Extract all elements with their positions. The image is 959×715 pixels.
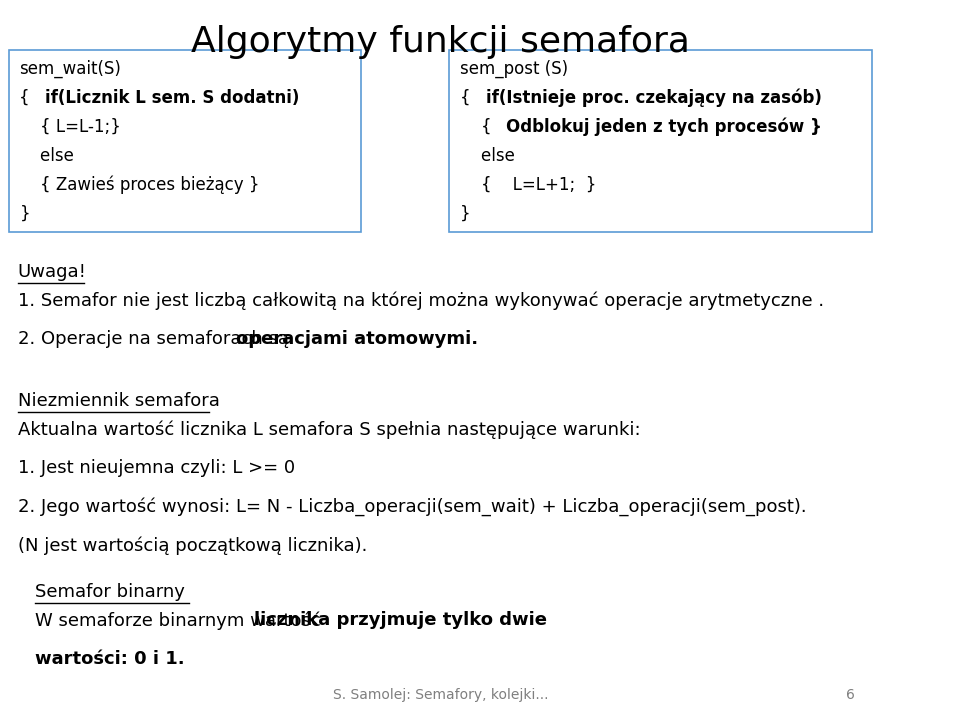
FancyBboxPatch shape <box>9 50 362 232</box>
Text: {: { <box>19 89 46 107</box>
Text: Semafor binarny: Semafor binarny <box>35 583 185 601</box>
Text: Niezmiennik semafora: Niezmiennik semafora <box>17 392 220 410</box>
Text: if(Istnieje proc. czekający na zasób): if(Istnieje proc. czekający na zasób) <box>486 89 822 107</box>
Text: operacjami atomowymi.: operacjami atomowymi. <box>236 330 479 348</box>
Text: Aktualna wartość licznika L semafora S spełnia następujące warunki:: Aktualna wartość licznika L semafora S s… <box>17 420 641 439</box>
Text: }: } <box>19 204 30 222</box>
Text: Uwaga!: Uwaga! <box>17 263 86 281</box>
Text: 1. Semafor nie jest liczbą całkowitą na której można wykonywać operacje arytmety: 1. Semafor nie jest liczbą całkowitą na … <box>17 292 824 310</box>
Text: 2. Operacje na semaforach są: 2. Operacje na semaforach są <box>17 330 294 348</box>
Text: W semaforze binarnym wartość: W semaforze binarnym wartość <box>35 611 327 630</box>
Text: 6: 6 <box>846 688 854 702</box>
Text: (N jest wartością początkową licznika).: (N jest wartością początkową licznika). <box>17 536 367 555</box>
Text: licznika przyjmuje tylko dwie: licznika przyjmuje tylko dwie <box>254 611 547 629</box>
Text: { L=L-1;}: { L=L-1;} <box>19 118 121 136</box>
Text: {    L=L+1;  }: { L=L+1; } <box>460 176 596 194</box>
Text: sem_post (S): sem_post (S) <box>460 60 568 78</box>
Text: 1. Jest nieujemna czyli: L >= 0: 1. Jest nieujemna czyli: L >= 0 <box>17 459 294 477</box>
Text: else: else <box>460 147 515 164</box>
Text: 2. Jego wartość wynosi: L= N - Liczba_operacji(sem_wait) + Liczba_operacji(sem_p: 2. Jego wartość wynosi: L= N - Liczba_op… <box>17 498 807 516</box>
FancyBboxPatch shape <box>450 50 873 232</box>
Text: S. Samolej: Semafory, kolejki...: S. Samolej: Semafory, kolejki... <box>333 688 549 702</box>
Text: { Zawieś proces bieżący }: { Zawieś proces bieżący } <box>19 175 260 194</box>
Text: wartości: 0 i 1.: wartości: 0 i 1. <box>35 650 185 668</box>
Text: {: { <box>460 89 486 107</box>
Text: Odblokuj jeden z tych procesów }: Odblokuj jeden z tych procesów } <box>506 117 822 136</box>
Text: sem_wait(S): sem_wait(S) <box>19 60 121 78</box>
Text: Algorytmy funkcji semafora: Algorytmy funkcji semafora <box>191 25 690 59</box>
Text: else: else <box>19 147 74 164</box>
Text: {: { <box>460 118 503 136</box>
Text: if(Licznik L sem. S dodatni): if(Licznik L sem. S dodatni) <box>45 89 299 107</box>
Text: }: } <box>460 204 471 222</box>
